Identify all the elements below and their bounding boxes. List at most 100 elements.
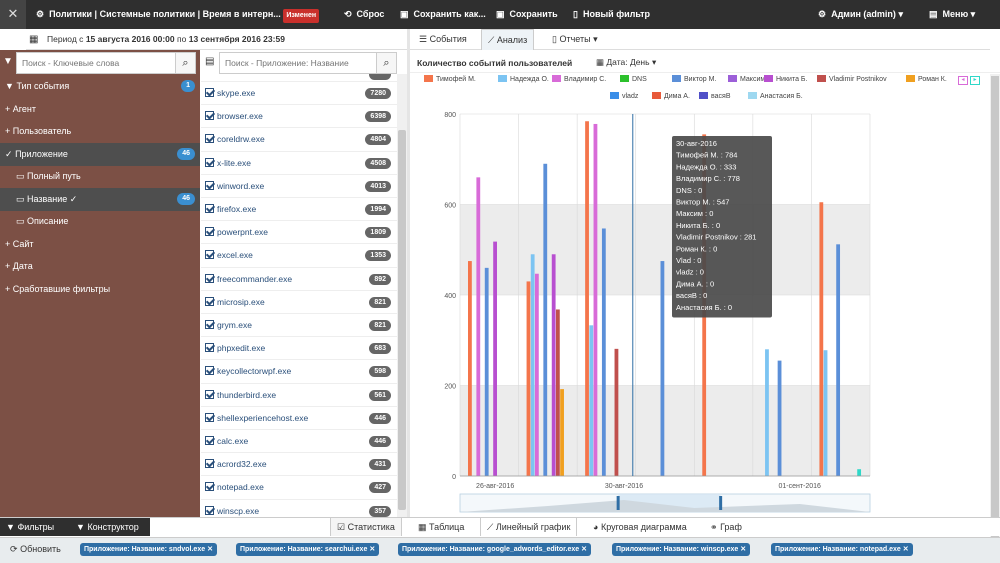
checkbox[interactable] xyxy=(205,366,214,376)
list-item[interactable]: freecommander.exe 892 xyxy=(201,268,397,291)
legend-next-icon[interactable]: ▸ xyxy=(970,76,980,85)
refresh-button[interactable]: ⟳ Обновить xyxy=(10,544,61,554)
list-item[interactable]: skype.exe 7280 xyxy=(201,82,397,106)
filter-chip[interactable]: Приложение: Название: winscp.exe ✕ xyxy=(612,543,751,556)
list-item[interactable]: firefox.exe 1994 xyxy=(201,198,397,222)
legend-item[interactable]: васяВ xyxy=(699,92,731,102)
search-icon[interactable]: ⌕ xyxy=(376,53,396,73)
legend-item[interactable]: Никита Б. xyxy=(764,75,807,85)
list-item[interactable]: calc.exe 446 xyxy=(201,430,397,454)
filter-chip[interactable]: Приложение: Название: google_adwords_edi… xyxy=(398,543,591,556)
scrollbar-thumb[interactable] xyxy=(991,76,999,556)
tab-reports[interactable]: ▯ Отчеты ▾ xyxy=(552,34,598,44)
checkbox[interactable] xyxy=(205,111,214,121)
filter-description[interactable]: ▭ Описание xyxy=(16,216,69,226)
keyword-search-input[interactable] xyxy=(17,53,195,73)
list-item[interactable]: notepad.exe 427 xyxy=(201,476,397,500)
close-icon[interactable]: ✕ xyxy=(740,546,747,553)
close-icon[interactable]: ✕ xyxy=(369,546,376,553)
tab-line-chart[interactable]: ⟋ Линейный график xyxy=(480,518,578,536)
legend-item[interactable]: Роман К. xyxy=(906,75,947,85)
filter-event-type[interactable]: ▼ Тип события 1 xyxy=(0,75,200,98)
legend-prev-icon[interactable]: ◂ xyxy=(958,76,968,85)
save-as-button[interactable]: ▣ Сохранить как... xyxy=(400,0,486,29)
filter-user[interactable]: + Пользователь xyxy=(5,126,72,136)
tab-events[interactable]: ☰ События xyxy=(419,34,467,44)
legend-item[interactable]: Виктор М. xyxy=(672,75,716,85)
tab-filters[interactable]: ▼ Фильтры xyxy=(0,518,70,536)
checkbox[interactable] xyxy=(205,250,214,260)
filter-name[interactable]: ▭ Название ✓ 46 xyxy=(0,188,200,211)
filter-chip[interactable]: Приложение: Название: searchui.exe ✕ xyxy=(236,543,380,556)
checkbox[interactable] xyxy=(205,227,214,237)
list-item[interactable]: shellexperiencehost.exe 446 xyxy=(201,407,397,430)
list-item[interactable]: x-lite.exe 4508 xyxy=(201,152,397,175)
list-item[interactable]: microsip.exe 821 xyxy=(201,291,397,314)
tab-statistics[interactable]: ☑ Статистика xyxy=(330,518,402,536)
panel-splitter[interactable] xyxy=(407,29,410,517)
search-icon[interactable]: ⌕ xyxy=(175,53,195,73)
legend-item[interactable]: Максим xyxy=(728,75,765,85)
checkbox[interactable] xyxy=(205,505,214,515)
admin-menu[interactable]: ⚙ Админ (admin) ▾ xyxy=(818,0,903,29)
checkbox[interactable] xyxy=(205,296,214,306)
legend-item[interactable]: Анастасия Б. xyxy=(748,92,803,102)
legend-item[interactable]: Тимофей М. xyxy=(424,75,476,85)
checkbox[interactable] xyxy=(205,482,214,492)
policy-title[interactable]: ⚙ Политики | Системные политики | Время в… xyxy=(36,0,320,29)
list-item[interactable]: winscp.exe 357 xyxy=(201,500,397,517)
tab-constructor[interactable]: ▼ Конструктор xyxy=(70,518,150,536)
list-item[interactable]: coreldrw.exe 4804 xyxy=(201,128,397,152)
tab-pie-chart[interactable]: ◕ Круговая диаграмма xyxy=(593,522,687,532)
filter-date[interactable]: + Дата xyxy=(5,261,33,271)
checkbox[interactable] xyxy=(205,320,214,329)
tab-table[interactable]: ▦ Таблица xyxy=(418,522,465,532)
list-item[interactable]: keycollectorwpf.exe 598 xyxy=(201,360,397,384)
list-item[interactable]: winword.exe 4013 xyxy=(201,175,397,198)
save-button[interactable]: ▣ Сохранить xyxy=(496,0,558,29)
filter-site[interactable]: + Сайт xyxy=(5,239,34,249)
checkbox[interactable] xyxy=(205,204,214,213)
app-search-input[interactable] xyxy=(220,53,396,73)
tab-graph[interactable]: ⚭ Граф xyxy=(710,522,742,532)
legend-item[interactable]: Vladimir Postnikov xyxy=(817,75,887,85)
main-menu[interactable]: ▤ Меню ▾ xyxy=(929,0,975,29)
close-icon[interactable]: ✕ xyxy=(207,546,213,553)
filter-agent[interactable]: + Агент xyxy=(5,104,36,114)
list-item[interactable]: grym.exe 821 xyxy=(201,314,397,338)
legend-item[interactable]: DNS xyxy=(620,75,647,85)
checkbox[interactable] xyxy=(205,88,214,97)
list-item[interactable]: phpxedit.exe 683 xyxy=(201,337,397,361)
date-mode-dropdown[interactable]: ▦ Дата: День ▾ xyxy=(596,57,657,67)
list-item[interactable]: thunderbird.exe 561 xyxy=(201,384,397,407)
close-icon[interactable]: ✕ xyxy=(0,0,26,29)
tab-analysis[interactable]: ⟋ Анализ xyxy=(481,29,535,50)
list-item[interactable]: excel.exe 1353 xyxy=(201,244,397,268)
list-item[interactable]: acrord32.exe 431 xyxy=(201,453,397,477)
filter-full-path[interactable]: ▭ Полный путь xyxy=(16,171,81,181)
new-filter-button[interactable]: ▯ Новый фильтр xyxy=(573,0,650,29)
checkbox[interactable] xyxy=(205,412,214,422)
app-search-field[interactable]: ⌕ xyxy=(219,52,397,74)
filter-triggered[interactable]: + Сработавшие фильтры xyxy=(5,284,111,294)
period-selector[interactable]: ▦ Период с 15 августа 2016 00:00 по 13 с… xyxy=(26,29,408,50)
keyword-search-field[interactable]: ⌕ xyxy=(16,52,196,74)
legend-item[interactable]: Дима А. xyxy=(652,92,690,102)
reset-button[interactable]: ⟲ Сброс xyxy=(344,0,384,29)
filter-chip[interactable]: Приложение: Название: notepad.exe ✕ xyxy=(771,543,913,556)
checkbox[interactable] xyxy=(205,134,214,144)
list-item[interactable]: powerpnt.exe 1809 xyxy=(201,221,397,245)
checkbox[interactable] xyxy=(205,157,214,167)
filter-chip[interactable]: Приложение: Название: sndvol.exe ✕ xyxy=(80,543,217,556)
checkbox[interactable] xyxy=(205,343,214,353)
checkbox[interactable] xyxy=(205,459,214,469)
checkbox[interactable] xyxy=(205,180,214,190)
bar-chart[interactable]: 0 200 400 600 800 26-авг-2016 30-авг-2016 01-се… xyxy=(410,104,990,514)
checkbox[interactable] xyxy=(205,436,214,445)
checkbox[interactable] xyxy=(205,389,214,399)
close-icon[interactable]: ✕ xyxy=(902,546,909,553)
list-item[interactable]: browser.exe 6398 xyxy=(201,105,397,129)
legend-item[interactable]: vladz xyxy=(610,92,638,102)
close-icon[interactable]: ✕ xyxy=(581,546,587,553)
legend-item[interactable]: Надежда О. xyxy=(498,75,549,85)
